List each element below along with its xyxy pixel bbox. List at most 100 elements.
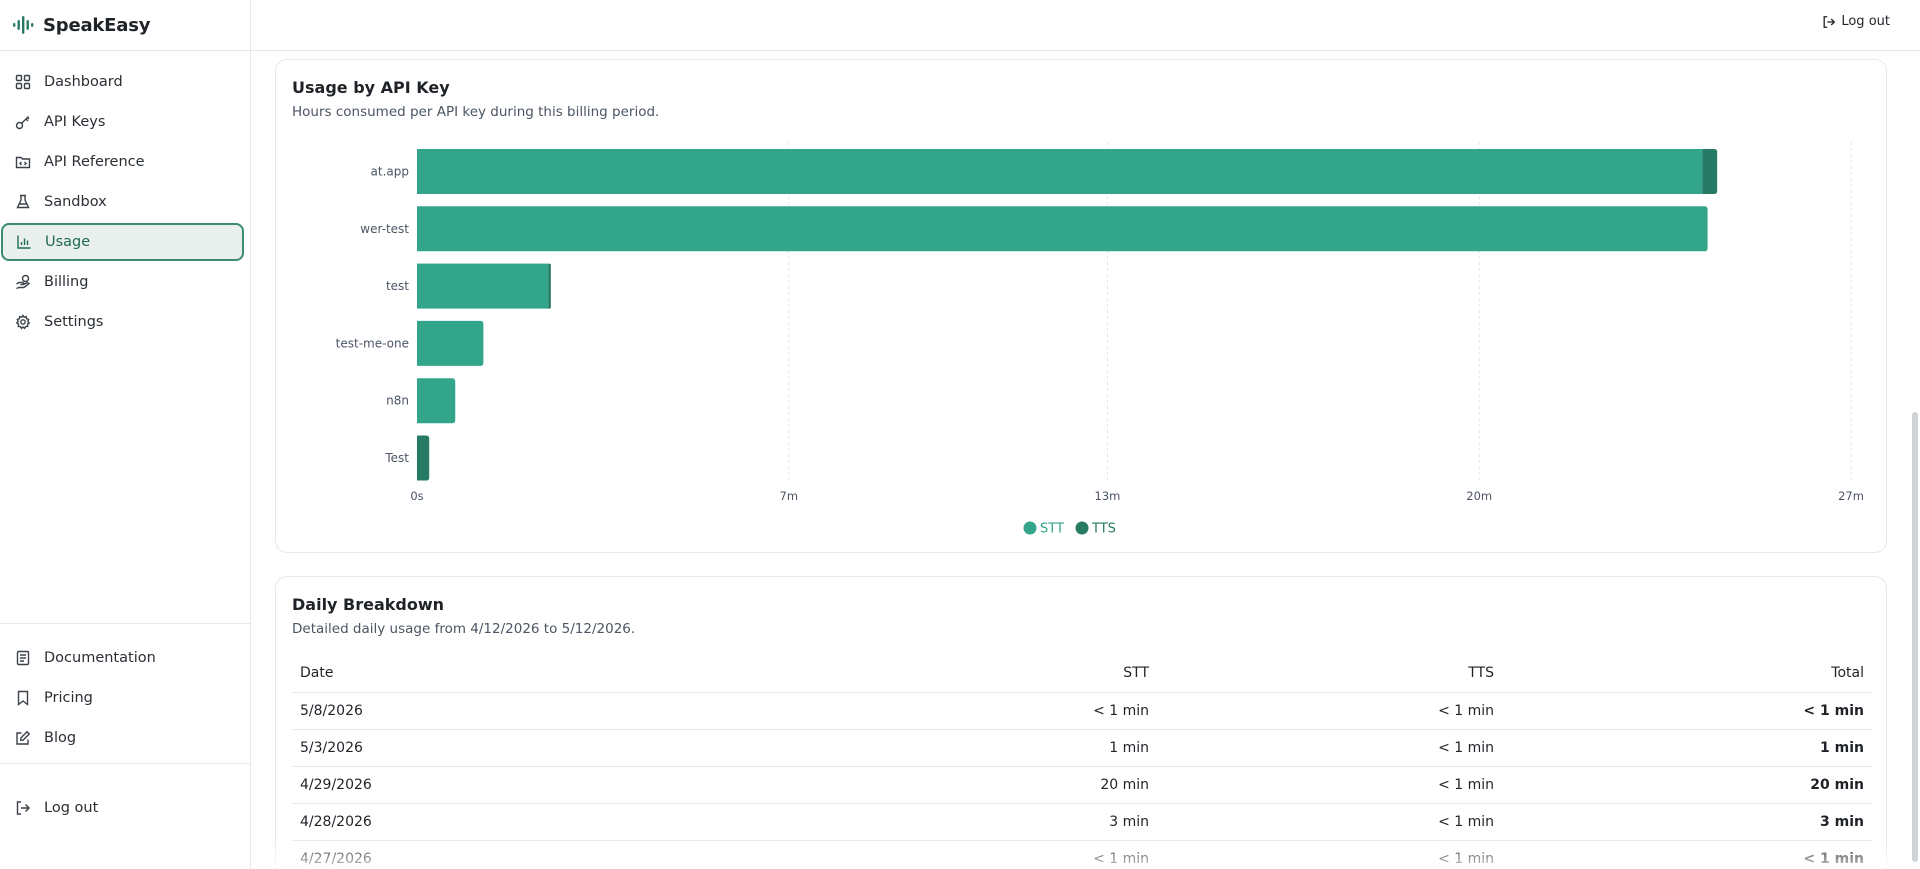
hand-coins-icon (14, 273, 32, 291)
daily-breakdown-card: Daily Breakdown Detailed daily usage fro… (275, 576, 1887, 869)
cell-tts: < 1 min (1157, 803, 1503, 841)
cell-stt: 3 min (812, 803, 1158, 841)
sidebar: SpeakEasy Dashboard API Keys API Referen… (0, 0, 251, 869)
bar-segment-stt (417, 149, 1703, 194)
sidebar-item-sandbox[interactable]: Sandbox (0, 183, 250, 221)
sidebar-item-usage[interactable]: Usage (1, 223, 244, 261)
sidebar-item-label: Dashboard (44, 74, 123, 90)
cell-stt: 1 min (812, 729, 1158, 767)
gear-icon (14, 313, 32, 331)
cell-tts: < 1 min (1157, 840, 1503, 869)
usage-bar-chart: 0s 7m 13m 20m 27m at.app wer-test test test-me-o… (336, 142, 1864, 537)
grid-icon (14, 73, 32, 91)
daily-usage-table: Date STT TTS Total 5/8/2026 < 1 min < 1 … (292, 655, 1872, 869)
sidebar-item-blog[interactable]: Blog (0, 719, 250, 757)
edit-icon (14, 729, 32, 747)
legend-label-stt: STT (1040, 522, 1064, 537)
sidebar-item-label: Sandbox (44, 194, 107, 210)
legend-swatch-stt (1023, 521, 1037, 535)
sidebar-item-label: Billing (44, 274, 89, 290)
table-row: 5/8/2026 < 1 min < 1 min < 1 min (292, 692, 1872, 730)
sidebar-item-label: Blog (44, 730, 77, 746)
cell-stt: 20 min (812, 766, 1158, 804)
bar-segment-stt (417, 206, 1708, 252)
cell-date: 5/8/2026 (292, 692, 812, 730)
bar-segment-stt (417, 378, 456, 424)
table-row: 4/29/2026 20 min < 1 min 20 min (292, 766, 1872, 804)
cell-tts: < 1 min (1157, 692, 1503, 730)
soundwave-logo-icon (13, 15, 34, 35)
flask-icon (14, 193, 32, 211)
secondary-nav: Documentation Pricing Blog (0, 623, 250, 759)
cell-total: 1 min (1502, 729, 1872, 767)
sidebar-item-label: Pricing (44, 690, 93, 706)
bar-segment-stt (417, 320, 484, 366)
category-label: test (386, 279, 409, 293)
cell-date: 4/27/2026 (292, 840, 812, 869)
sidebar-logout-button[interactable]: Log out (0, 790, 250, 826)
logout-nav: Log out (0, 763, 250, 828)
sidebar-item-label: Usage (45, 234, 91, 250)
scrollbar-thumb[interactable] (1912, 412, 1918, 862)
sidebar-item-label: Settings (44, 314, 104, 330)
cell-date: 5/3/2026 (292, 729, 812, 767)
cell-total: 20 min (1502, 766, 1872, 804)
sidebar-item-label: Documentation (44, 650, 156, 666)
bar-segment-tts (548, 263, 551, 309)
bookmark-icon (14, 689, 32, 707)
category-label: test-me-one (336, 336, 409, 350)
column-header-date: Date (292, 655, 812, 693)
table-row: 5/3/2026 1 min < 1 min 1 min (292, 729, 1872, 767)
sidebar-logout-label: Log out (44, 800, 99, 816)
table-card-description: Detailed daily usage from 4/12/2026 to 5… (292, 621, 636, 637)
chart-card-title: Usage by API Key (292, 78, 450, 97)
brand-name: SpeakEasy (43, 14, 151, 36)
category-label: Test (384, 451, 409, 465)
page-scrollbar[interactable] (1910, 52, 1920, 869)
top-logout-button[interactable]: Log out (1822, 14, 1890, 29)
logout-icon (14, 799, 32, 817)
chart-card-description: Hours consumed per API key during this b… (292, 104, 660, 120)
table-row: 4/27/2026 < 1 min < 1 min < 1 min (292, 840, 1872, 869)
cell-total: < 1 min (1502, 692, 1872, 730)
column-header-tts: TTS (1157, 655, 1503, 693)
cell-date: 4/29/2026 (292, 766, 812, 804)
logout-icon (1822, 15, 1836, 29)
x-tick-label: 13m (1095, 489, 1121, 503)
cell-total: 3 min (1502, 803, 1872, 841)
bar-segment-stt (417, 263, 549, 309)
category-label: at.app (371, 165, 409, 179)
cell-date: 4/28/2026 (292, 803, 812, 841)
category-label: n8n (386, 394, 409, 408)
sidebar-item-api-keys[interactable]: API Keys (0, 103, 250, 141)
top-bar: Log out (251, 0, 1920, 51)
bar-chart-icon (15, 233, 33, 251)
cell-stt: < 1 min (812, 840, 1158, 869)
sidebar-item-label: API Keys (44, 114, 106, 130)
sidebar-item-pricing[interactable]: Pricing (0, 679, 250, 717)
cell-total: < 1 min (1502, 840, 1872, 869)
legend-swatch-tts (1075, 521, 1089, 535)
brand[interactable]: SpeakEasy (0, 0, 250, 51)
legend-label-tts: TTS (1091, 522, 1116, 537)
column-header-stt: STT (812, 655, 1158, 693)
cell-tts: < 1 min (1157, 729, 1503, 767)
sidebar-item-label: API Reference (44, 154, 145, 170)
sidebar-item-billing[interactable]: Billing (0, 263, 250, 301)
sidebar-item-documentation[interactable]: Documentation (0, 639, 250, 677)
table-header-row: Date STT TTS Total (292, 655, 1872, 693)
table-row: 4/28/2026 3 min < 1 min 3 min (292, 803, 1872, 841)
sidebar-item-dashboard[interactable]: Dashboard (0, 63, 250, 101)
key-icon (14, 113, 32, 131)
x-tick-label: 7m (780, 489, 799, 503)
x-tick-label: 27m (1838, 489, 1864, 503)
x-tick-label: 0s (410, 489, 423, 503)
x-tick-label: 20m (1466, 489, 1492, 503)
usage-by-api-key-card: Usage by API Key Hours consumed per API … (275, 59, 1887, 553)
column-header-total: Total (1502, 655, 1872, 693)
sidebar-item-api-reference[interactable]: API Reference (0, 143, 250, 181)
cell-tts: < 1 min (1157, 766, 1503, 804)
document-icon (14, 649, 32, 667)
code-folder-icon (14, 153, 32, 171)
sidebar-item-settings[interactable]: Settings (0, 303, 250, 341)
